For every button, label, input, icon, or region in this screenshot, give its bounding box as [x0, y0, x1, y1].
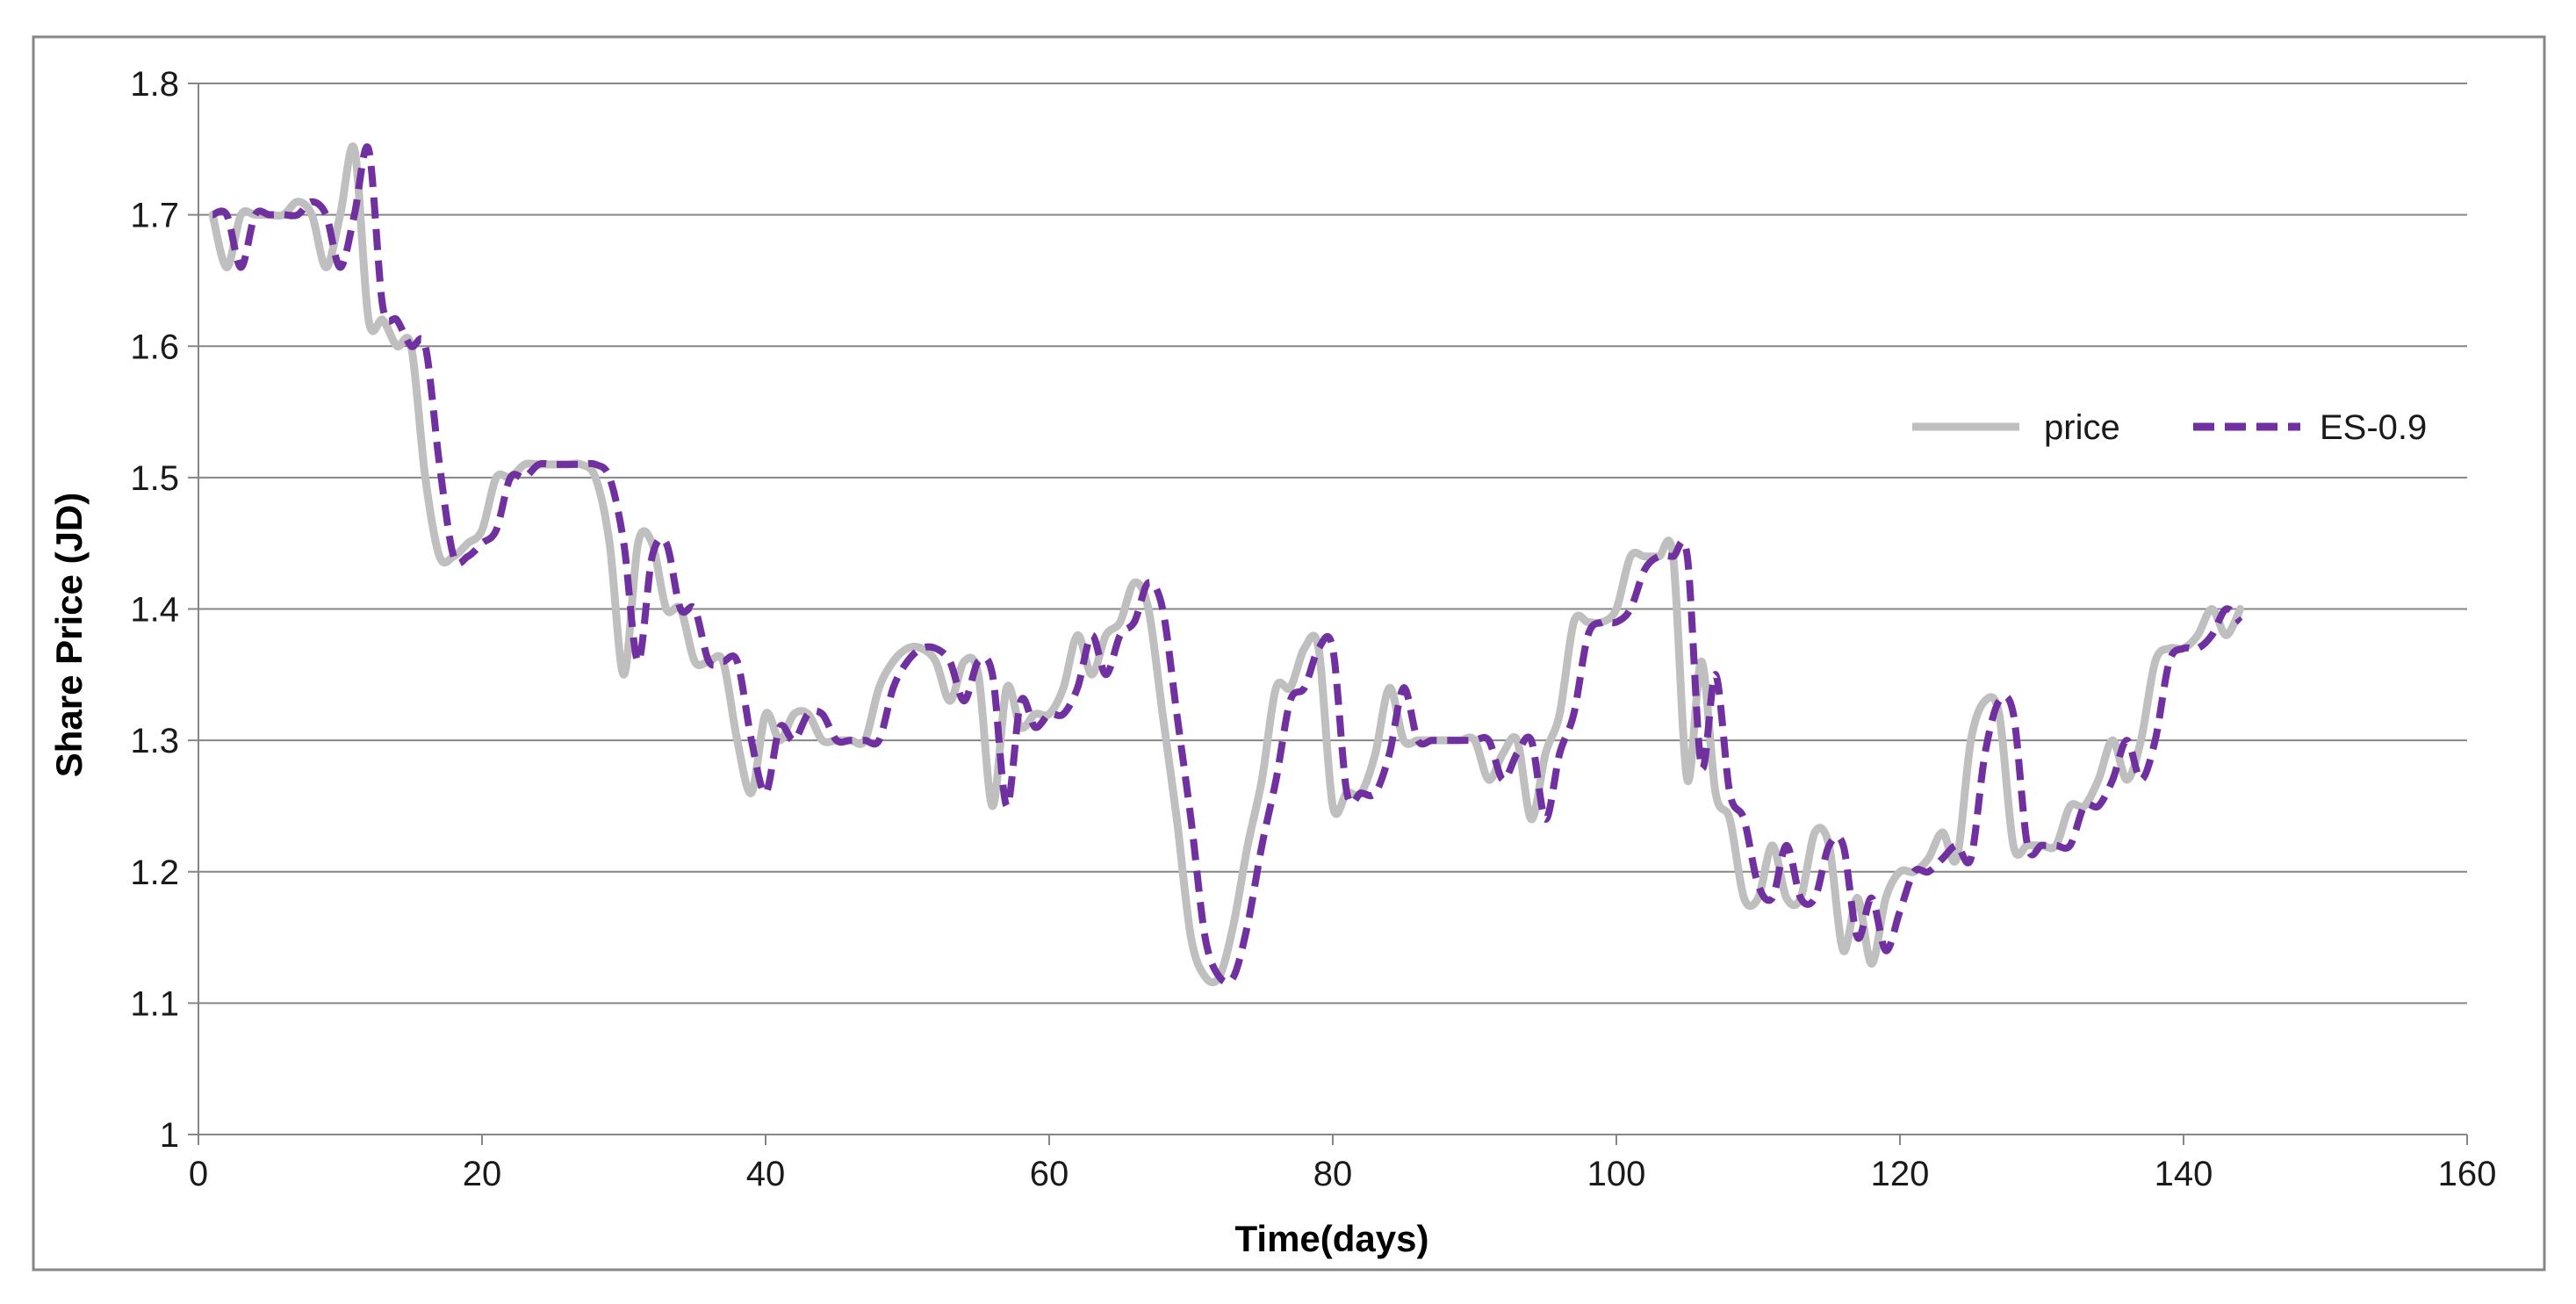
- y-axis-title: Share Price (JD): [48, 493, 90, 777]
- legend-label-es: ES-0.9: [2320, 408, 2427, 447]
- y-tick-label: 1.2: [130, 854, 179, 892]
- y-tick-label: 1.3: [130, 722, 179, 760]
- y-tick-label: 1.4: [130, 591, 179, 630]
- series-line-price: [208, 142, 2245, 987]
- x-tick-label: 60: [1030, 1155, 1069, 1193]
- y-tick-label: 1.5: [130, 459, 179, 498]
- x-tick-label: 160: [2438, 1155, 2497, 1193]
- chart-frame: [32, 35, 2546, 1272]
- axes: 1 1.1 1.2 1.3 1.4 1.5 1.6 1.7 1.8 0 20 40 60 80 100 120…: [130, 65, 2496, 1193]
- legend: price ES-0.9: [1912, 408, 2427, 447]
- x-axis-title: Time(days): [1235, 1218, 1429, 1259]
- y-tick-label: 1.7: [130, 197, 179, 235]
- x-tick-label: 140: [2155, 1155, 2213, 1193]
- y-tick-label: 1.1: [130, 984, 179, 1023]
- y-tick-label: 1.6: [130, 328, 179, 366]
- series-line-es-0-9: [211, 143, 2243, 986]
- x-tick-label: 80: [1313, 1155, 1353, 1193]
- x-tick-label: 40: [746, 1155, 786, 1193]
- x-tick-label: 120: [1871, 1155, 1930, 1193]
- y-tick-label: 1.8: [130, 65, 179, 104]
- gridlines: [198, 83, 2467, 1005]
- y-tick-label: 1: [160, 1116, 179, 1155]
- x-tick-label: 100: [1587, 1155, 1646, 1193]
- x-tick-label: 0: [189, 1155, 208, 1193]
- x-tick-label: 20: [463, 1155, 502, 1193]
- legend-label-price: price: [2044, 408, 2120, 447]
- series-lines: [208, 142, 2245, 987]
